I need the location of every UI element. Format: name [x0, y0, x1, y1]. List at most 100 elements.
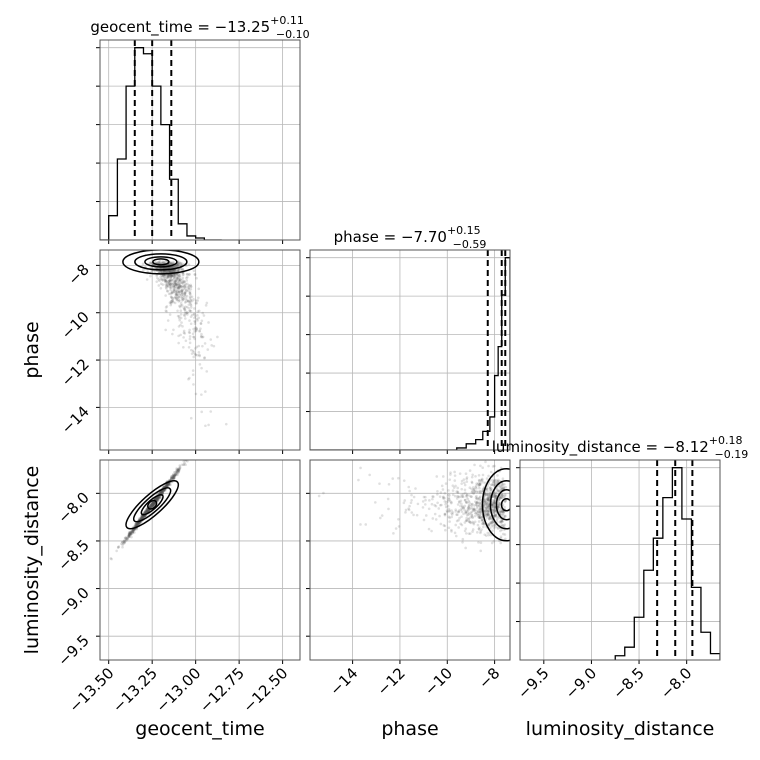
scatter-point [479, 478, 483, 482]
scatter-point [150, 504, 153, 508]
scatter-point [156, 498, 159, 502]
scatter-point [165, 279, 168, 283]
scatter-point [397, 517, 400, 521]
scatter-point [499, 485, 503, 488]
scatter-point [116, 546, 120, 549]
scatter-point [475, 502, 478, 505]
scatter-point [166, 484, 170, 487]
scatter-point [155, 497, 158, 501]
scatter-point [154, 497, 157, 501]
scatter-point [475, 506, 479, 510]
scatter-point [170, 278, 173, 281]
scatter-point [189, 303, 193, 306]
scatter-point [165, 484, 168, 488]
scatter-point [166, 284, 170, 288]
scatter-point [175, 293, 179, 296]
scatter-point [145, 508, 149, 511]
scatter-point [196, 313, 199, 317]
scatter-point [484, 503, 487, 507]
scatter-point [206, 348, 210, 351]
scatter-point [179, 278, 182, 281]
scatter-point [477, 520, 481, 523]
scatter-point [174, 473, 178, 477]
scatter-point [161, 492, 165, 495]
scatter-point [172, 285, 175, 288]
scatter-point [174, 472, 177, 476]
scatter-point [194, 326, 197, 329]
scatter-point [131, 530, 134, 533]
scatter-point [186, 299, 190, 303]
scatter-point [491, 495, 495, 499]
panel-2-2: luminosity_distance = −8.12+0.18 −0.19−9.… [492, 434, 748, 740]
scatter-point [477, 504, 481, 508]
scatter-point [164, 283, 168, 286]
scatter-point [485, 487, 489, 490]
scatter-point [161, 490, 164, 493]
scatter-point [151, 503, 155, 506]
scatter-point [194, 329, 198, 333]
scatter-point [476, 512, 480, 515]
scatter-point [488, 517, 491, 521]
scatter-point [465, 476, 469, 479]
scatter-point [500, 496, 504, 499]
scatter-point [476, 514, 480, 517]
scatter-point [169, 262, 173, 265]
x-tick-label: −13.50 [66, 664, 118, 716]
scatter-point [163, 270, 167, 273]
scatter-point [501, 477, 505, 480]
scatter-point [192, 335, 195, 339]
scatter-point [194, 347, 197, 350]
scatter-point [164, 484, 168, 488]
scatter-points [109, 460, 190, 561]
scatter-point [166, 485, 170, 488]
scatter-point [166, 274, 170, 278]
scatter-point [472, 488, 476, 491]
scatter-point [493, 501, 497, 505]
scatter-point [172, 287, 176, 291]
scatter-point [479, 510, 482, 514]
scatter-point [179, 292, 182, 295]
scatter-point [160, 274, 164, 277]
scatter-point [439, 522, 443, 526]
scatter-point [205, 301, 209, 305]
scatter-point [188, 300, 192, 304]
scatter-point [482, 525, 485, 529]
scatter-point [490, 503, 494, 507]
scatter-point [478, 483, 481, 486]
scatter-point [182, 306, 185, 309]
scatter-point [181, 267, 185, 271]
scatter-point [463, 491, 467, 495]
contour-level [125, 480, 180, 530]
scatter-point [453, 474, 457, 477]
scatter-point [421, 506, 425, 509]
scatter-point [456, 495, 459, 498]
scatter-point [465, 501, 469, 504]
scatter-point [492, 493, 495, 496]
scatter-point [171, 474, 175, 477]
scatter-point [143, 510, 147, 513]
scatter-point [176, 469, 179, 473]
scatter-point [150, 503, 154, 507]
scatter-point [488, 491, 492, 495]
scatter-point [465, 516, 468, 520]
scatter-point [161, 283, 165, 286]
scatter-point [490, 487, 493, 491]
panel-frame [99, 459, 301, 661]
scatter-point [155, 280, 159, 283]
scatter-point [488, 494, 492, 497]
scatter-point [492, 505, 495, 509]
scatter-point [430, 529, 433, 533]
scatter-point [182, 285, 185, 288]
scatter-point [455, 519, 459, 523]
scatter-point [487, 523, 491, 527]
scatter-point [496, 526, 500, 529]
scatter-point [159, 261, 162, 265]
scatter-point [493, 499, 496, 503]
scatter-point [187, 330, 191, 334]
scatter-point [502, 495, 505, 499]
scatter-point [170, 475, 173, 478]
scatter-point [501, 510, 505, 513]
scatter-point [410, 511, 414, 514]
scatter-point [470, 490, 474, 493]
scatter-point [151, 502, 154, 505]
